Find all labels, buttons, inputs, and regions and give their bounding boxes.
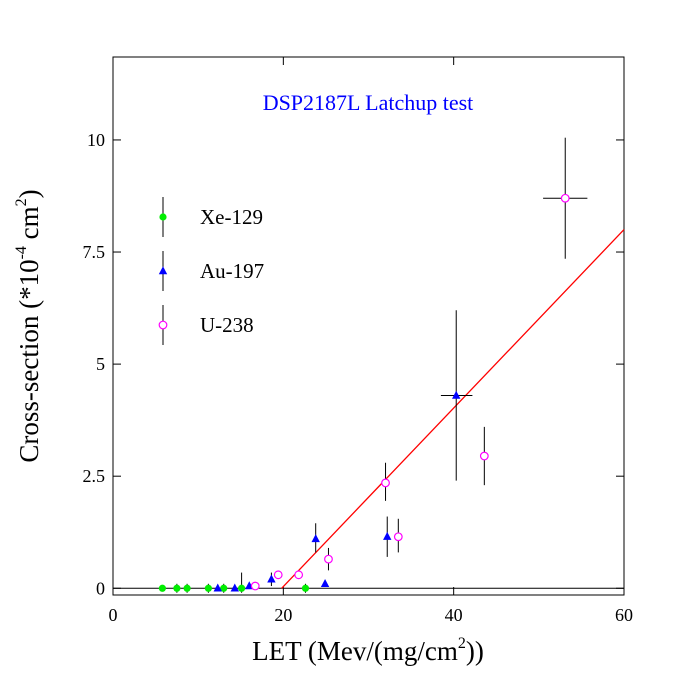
x-tick-label: 40: [445, 605, 463, 625]
point-marker: [324, 554, 333, 564]
point-marker: [294, 570, 304, 580]
fit-line-group: [281, 229, 625, 589]
point-marker: [383, 531, 392, 540]
point-marker: [320, 578, 330, 587]
x-tick-label: 60: [615, 605, 633, 625]
series-u-238: [250, 137, 588, 591]
point-marker: [204, 584, 212, 592]
tick-labels: 0 20 40 60 0 2.5 5 7.5 10: [83, 130, 634, 625]
point-marker: [158, 266, 168, 275]
point-marker: [213, 583, 222, 592]
point-marker: [273, 570, 283, 580]
x-tick-label: 20: [274, 605, 292, 625]
point-marker: [301, 584, 310, 592]
point-marker: [479, 451, 489, 461]
legend-label: Au-197: [200, 259, 264, 283]
legend-entry: Xe-129: [159, 197, 263, 237]
chart-title: DSP2187L Latchup test: [263, 90, 474, 115]
fit-line: [281, 229, 625, 589]
point-marker: [220, 584, 228, 592]
x-axis-label: LET (Mev/(mg/cm2)): [252, 635, 484, 666]
x-tick-label: 0: [109, 605, 118, 625]
legend-label: Xe-129: [200, 205, 263, 229]
point-marker: [173, 584, 181, 592]
point-marker: [267, 574, 276, 583]
y-tick-label: 2.5: [83, 466, 106, 486]
point-marker: [230, 583, 239, 592]
legend-label: U-238: [200, 313, 254, 337]
legend-entry: Au-197: [158, 251, 264, 291]
y-tick-label: 7.5: [83, 242, 106, 262]
point-marker: [452, 390, 461, 399]
series-xe-129: [158, 572, 310, 593]
axis-ticks: [112, 57, 625, 595]
point-marker: [238, 584, 246, 592]
point-marker: [393, 532, 403, 542]
point-marker: [183, 584, 191, 592]
point-marker: [158, 584, 166, 592]
y-tick-label: 0: [96, 578, 105, 598]
y-tick-label: 5: [96, 354, 105, 374]
legend-entry: U-238: [158, 305, 254, 345]
point-marker: [158, 320, 168, 330]
legend: Xe-129 Au-197 U-238: [158, 197, 264, 345]
point-marker: [250, 581, 260, 591]
point-marker: [159, 213, 167, 221]
y-axis-label: Cross-section (*10-4 cm2): [13, 189, 44, 462]
point-marker: [311, 534, 320, 543]
point-marker: [560, 193, 570, 203]
y-tick-label: 10: [87, 130, 105, 150]
series-au-197: [213, 310, 473, 592]
plot-frame: [112, 56, 625, 596]
data-points: [158, 137, 588, 593]
point-marker: [381, 478, 390, 488]
